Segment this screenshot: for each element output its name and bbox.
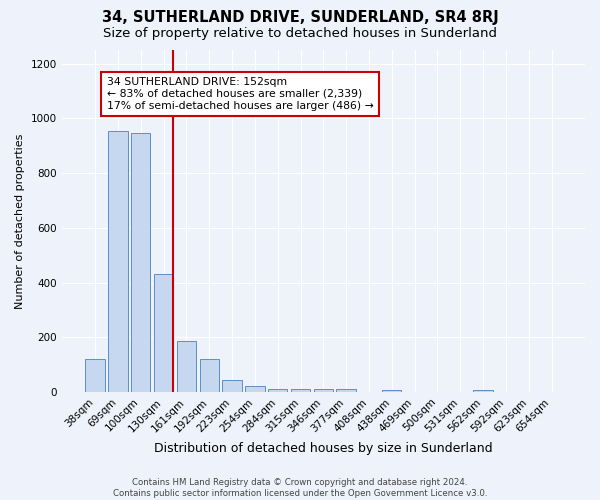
Bar — [291, 388, 310, 392]
Bar — [473, 390, 493, 392]
X-axis label: Distribution of detached houses by size in Sunderland: Distribution of detached houses by size … — [154, 442, 493, 455]
Bar — [154, 274, 173, 392]
Bar — [200, 359, 219, 392]
Bar — [177, 342, 196, 392]
Text: Contains HM Land Registry data © Crown copyright and database right 2024.
Contai: Contains HM Land Registry data © Crown c… — [113, 478, 487, 498]
Text: 34 SUTHERLAND DRIVE: 152sqm
← 83% of detached houses are smaller (2,339)
17% of : 34 SUTHERLAND DRIVE: 152sqm ← 83% of det… — [107, 78, 373, 110]
Bar — [268, 389, 287, 392]
Bar — [337, 389, 356, 392]
Bar — [314, 388, 333, 392]
Bar — [131, 132, 151, 392]
Bar — [108, 130, 128, 392]
Text: Size of property relative to detached houses in Sunderland: Size of property relative to detached ho… — [103, 28, 497, 40]
Bar — [245, 386, 265, 392]
Y-axis label: Number of detached properties: Number of detached properties — [15, 134, 25, 308]
Bar — [382, 390, 401, 392]
Bar — [223, 380, 242, 392]
Bar — [85, 359, 105, 392]
Text: 34, SUTHERLAND DRIVE, SUNDERLAND, SR4 8RJ: 34, SUTHERLAND DRIVE, SUNDERLAND, SR4 8R… — [101, 10, 499, 25]
